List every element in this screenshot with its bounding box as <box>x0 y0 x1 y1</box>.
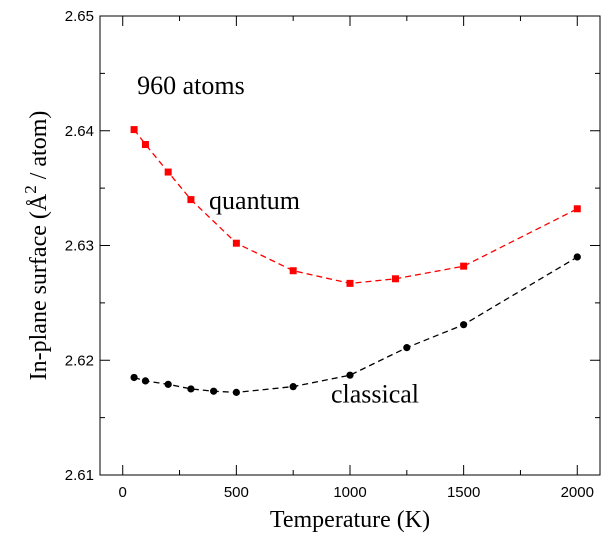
x-tick-label: 2000 <box>561 484 594 501</box>
annotation-label: quantum <box>209 186 300 215</box>
y-tick-label: 2.63 <box>65 238 94 255</box>
data-point <box>141 141 149 149</box>
data-point <box>187 196 195 204</box>
data-point <box>460 321 468 329</box>
data-point <box>289 267 297 275</box>
y-tick-label: 2.65 <box>65 8 94 25</box>
data-point <box>232 239 240 247</box>
y-axis-title-prefix: In-plane surface ( <box>26 211 52 380</box>
y-tick-label: 2.61 <box>65 467 94 484</box>
series-1 <box>130 253 581 396</box>
annotation-label: classical <box>331 380 419 409</box>
series-line <box>133 256 578 394</box>
y-axis-title: In-plane surface (Å2 / atom) <box>21 111 52 381</box>
data-point <box>187 385 195 393</box>
x-tick-label: 1000 <box>333 484 366 501</box>
y-axis-title-suffix: / atom) <box>26 111 52 186</box>
y-tick-label: 2.64 <box>65 123 94 140</box>
data-point <box>573 253 581 261</box>
data-point <box>403 344 411 352</box>
y-axis-title-superscript: 2 <box>21 185 40 194</box>
data-point <box>289 383 297 391</box>
annotations: 960 atoms quantum classical <box>137 71 419 409</box>
x-tick-label: 1500 <box>447 484 480 501</box>
data-point <box>164 380 172 388</box>
data-point <box>141 377 150 385</box>
y-axis-ticks: 2.61 2.62 2.63 2.64 2.65 <box>65 8 600 484</box>
x-tick-label: 0 <box>119 484 127 501</box>
data-point <box>232 388 240 396</box>
data-point <box>164 168 172 176</box>
annotation-label: 960 atoms <box>137 71 245 100</box>
y-tick-label: 2.62 <box>65 352 94 369</box>
data-point <box>130 373 138 382</box>
data-point <box>346 371 354 379</box>
y-axis-title-symbol: Å <box>26 193 52 211</box>
x-axis-title: Temperature (K) <box>270 507 430 533</box>
series-layer <box>130 126 581 396</box>
x-tick-label: 500 <box>224 484 249 501</box>
x-axis-ticks: 0 500 1000 1500 2000 <box>119 16 594 501</box>
series-0 <box>130 126 581 287</box>
data-point <box>391 275 399 283</box>
data-point <box>130 126 138 134</box>
data-point <box>210 387 218 395</box>
data-point <box>346 279 354 287</box>
data-point <box>573 205 581 213</box>
data-point <box>460 262 468 270</box>
series-line <box>133 129 578 285</box>
